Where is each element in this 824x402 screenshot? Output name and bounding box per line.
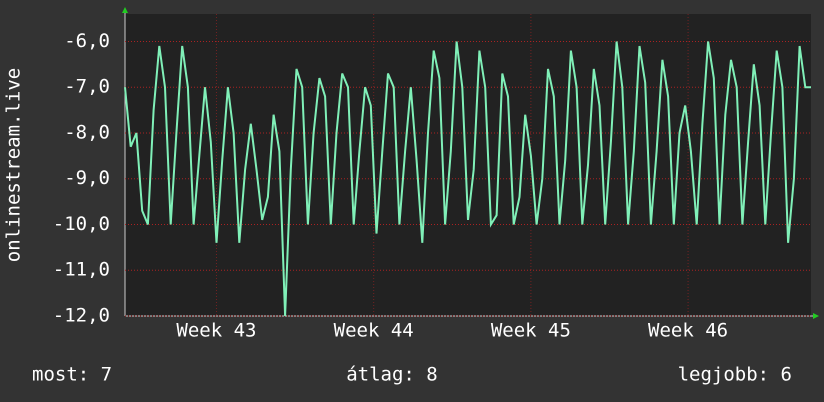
y-tick-label: -9,0 — [64, 167, 110, 189]
y-tick-label: -7,0 — [64, 76, 110, 98]
x-tick-label: Week 46 — [648, 320, 728, 342]
axis-arrow — [813, 313, 819, 319]
y-tick-label: -6,0 — [64, 30, 110, 52]
y-axis-label: onlinestream.live — [3, 68, 25, 262]
footer-best: legjobb: 6 — [678, 364, 792, 386]
x-tick-label: Week 43 — [176, 320, 256, 342]
y-tick-label: -8,0 — [64, 121, 110, 143]
axis-arrow — [122, 7, 128, 13]
footer-current: most: 7 — [32, 364, 112, 386]
y-tick-label: -11,0 — [53, 259, 110, 281]
y-tick-label: -10,0 — [53, 213, 110, 235]
y-tick-label: -12,0 — [53, 305, 110, 327]
data-line — [124, 41, 811, 317]
x-tick-label: Week 45 — [491, 320, 571, 342]
footer-average: átlag: 8 — [346, 364, 438, 386]
plot-area — [125, 14, 811, 316]
x-tick-label: Week 44 — [334, 320, 414, 342]
